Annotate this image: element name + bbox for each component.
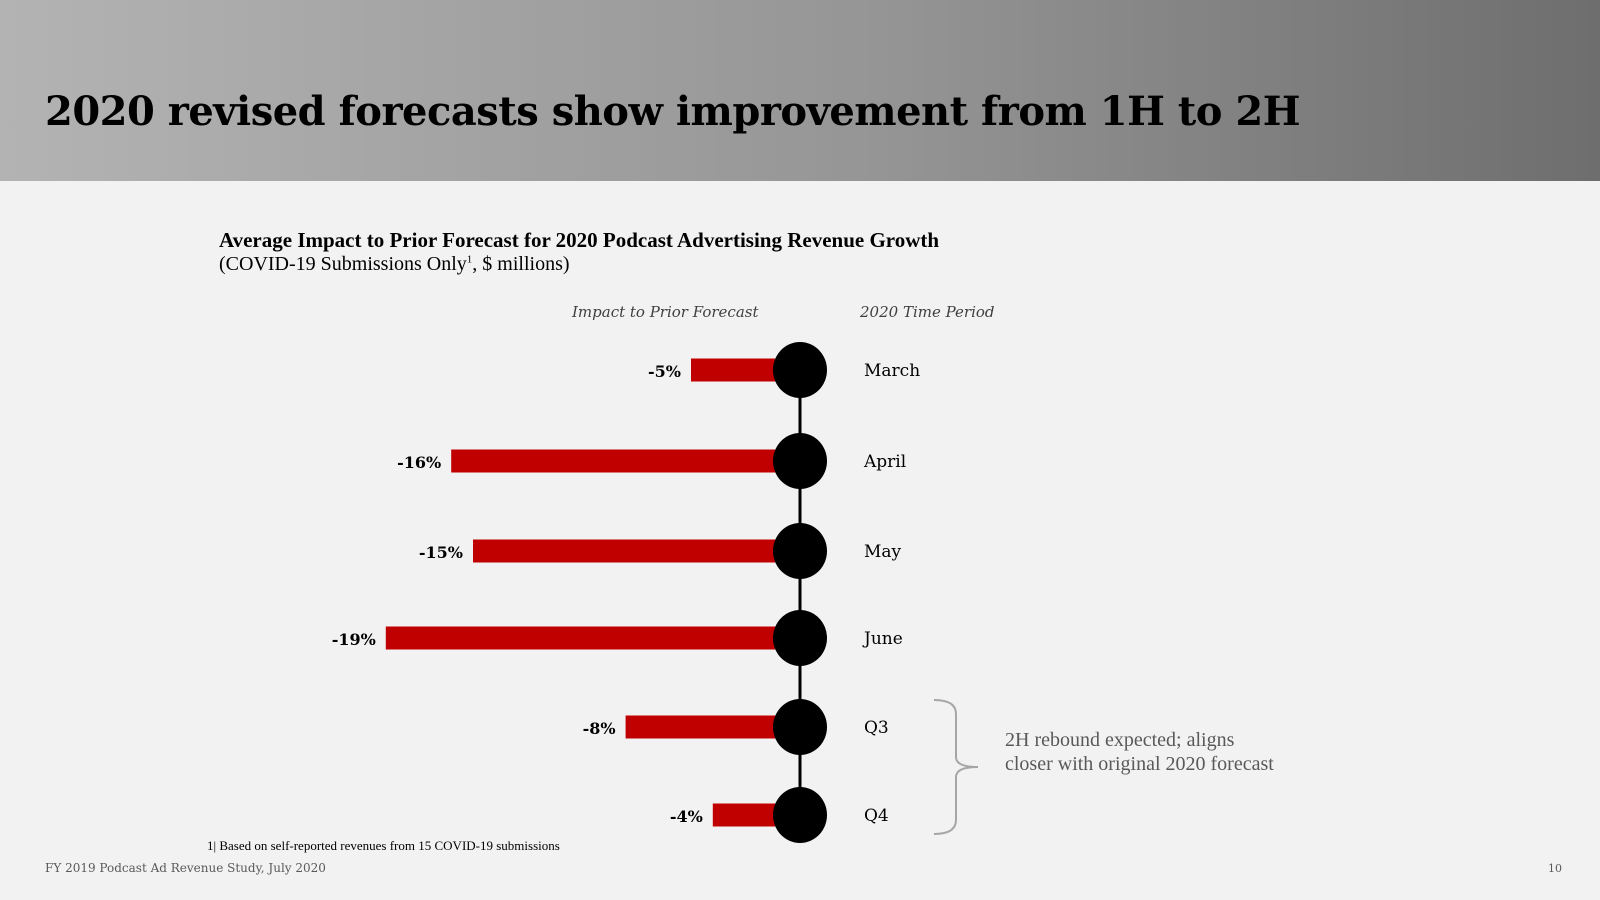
value-column-header: Impact to Prior Forecast [572, 303, 759, 321]
period-column-header: 2020 Time Period [860, 303, 995, 321]
bar-q3 [625, 715, 800, 739]
chart-subtitle-footnote-mark: 1 [466, 253, 473, 266]
category-label-april: April [863, 452, 906, 472]
category-label-march: March [864, 361, 920, 381]
bar-april [451, 449, 800, 473]
footnote: 1| Based on self-reported revenues from … [207, 838, 560, 853]
category-label-q4: Q4 [864, 806, 889, 826]
marker-march [773, 342, 827, 398]
value-label-may: -15% [419, 543, 463, 562]
marker-q3 [773, 699, 827, 755]
value-label-june: -19% [332, 630, 376, 649]
bracket-2h [933, 699, 979, 835]
header-band [0, 0, 1600, 181]
bar-june [385, 626, 800, 650]
value-label-march: -5% [648, 362, 681, 381]
value-label-q3: -8% [583, 719, 616, 738]
chart-subtitle-end: , $ millions) [472, 253, 570, 275]
slide-title: 2020 revised forecasts show improvement … [45, 88, 1301, 135]
chart-title: Average Impact to Prior Forecast for 202… [219, 228, 940, 252]
category-label-q3: Q3 [864, 718, 889, 738]
chart-subtitle: (COVID-19 Submissions Only1, $ millions) [219, 253, 570, 276]
page-number: 10 [1548, 862, 1562, 875]
category-label-may: May [864, 542, 902, 562]
marker-april [773, 433, 827, 489]
source-note: FY 2019 Podcast Ad Revenue Study, July 2… [45, 861, 326, 875]
marker-june [773, 610, 827, 666]
bar-may [473, 539, 800, 563]
value-label-q4: -4% [670, 807, 703, 826]
category-label-june: June [862, 629, 903, 649]
marker-may [773, 523, 827, 579]
marker-q4 [773, 787, 827, 843]
bracket-note: 2H rebound expected; aligns closer with … [1005, 729, 1274, 775]
value-label-april: -16% [397, 453, 441, 472]
chart-subtitle-main: (COVID-19 Submissions Only [219, 253, 467, 275]
bar-march [691, 358, 800, 382]
